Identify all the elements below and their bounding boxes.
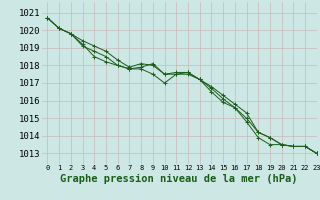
X-axis label: Graphe pression niveau de la mer (hPa): Graphe pression niveau de la mer (hPa) [60,174,298,184]
